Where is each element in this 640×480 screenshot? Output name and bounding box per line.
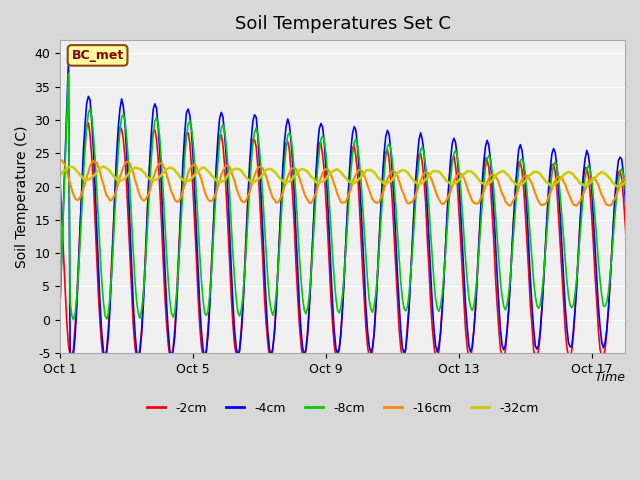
Text: Time: Time [594,371,625,384]
-4cm [68,357,76,362]
-16cm [264,180,271,185]
-32cm [266,166,273,172]
Line: -32cm: -32cm [60,167,640,187]
-32cm [99,164,107,169]
-16cm [56,157,64,163]
-4cm [65,57,72,63]
-2cm [236,346,243,351]
-8cm [70,317,77,323]
-8cm [237,307,245,313]
-2cm [266,356,273,362]
-2cm [84,120,92,126]
-4cm [321,140,328,145]
-8cm [321,138,328,144]
-4cm [623,216,630,222]
-4cm [237,332,245,337]
Line: -4cm: -4cm [60,60,640,360]
-32cm [621,180,629,185]
-8cm [56,297,64,302]
-32cm [56,172,64,178]
-4cm [132,349,140,355]
-32cm [131,165,139,170]
-8cm [132,298,140,304]
-16cm [234,190,242,195]
-8cm [623,200,630,205]
-2cm [255,192,263,197]
-16cm [254,165,262,170]
-32cm [255,175,263,180]
-4cm [56,297,64,302]
Title: Soil Temperatures Set C: Soil Temperatures Set C [235,15,451,33]
-2cm [621,218,629,224]
-8cm [65,71,72,76]
Line: -16cm: -16cm [60,160,640,206]
Line: -8cm: -8cm [60,73,640,320]
-2cm [319,153,326,158]
-4cm [268,353,275,359]
-32cm [319,179,326,185]
-8cm [268,307,275,312]
Line: -2cm: -2cm [60,123,640,361]
-32cm [236,167,243,172]
-2cm [56,179,64,184]
-8cm [257,167,265,173]
-16cm [317,175,325,181]
Y-axis label: Soil Temperature (C): Soil Temperature (C) [15,125,29,268]
-16cm [620,177,627,183]
-4cm [257,194,265,200]
-16cm [638,203,640,209]
Legend: -2cm, -4cm, -8cm, -16cm, -32cm: -2cm, -4cm, -8cm, -16cm, -32cm [141,397,543,420]
-2cm [131,343,139,349]
-2cm [633,358,640,364]
-16cm [129,169,137,175]
Text: BC_met: BC_met [72,49,124,62]
